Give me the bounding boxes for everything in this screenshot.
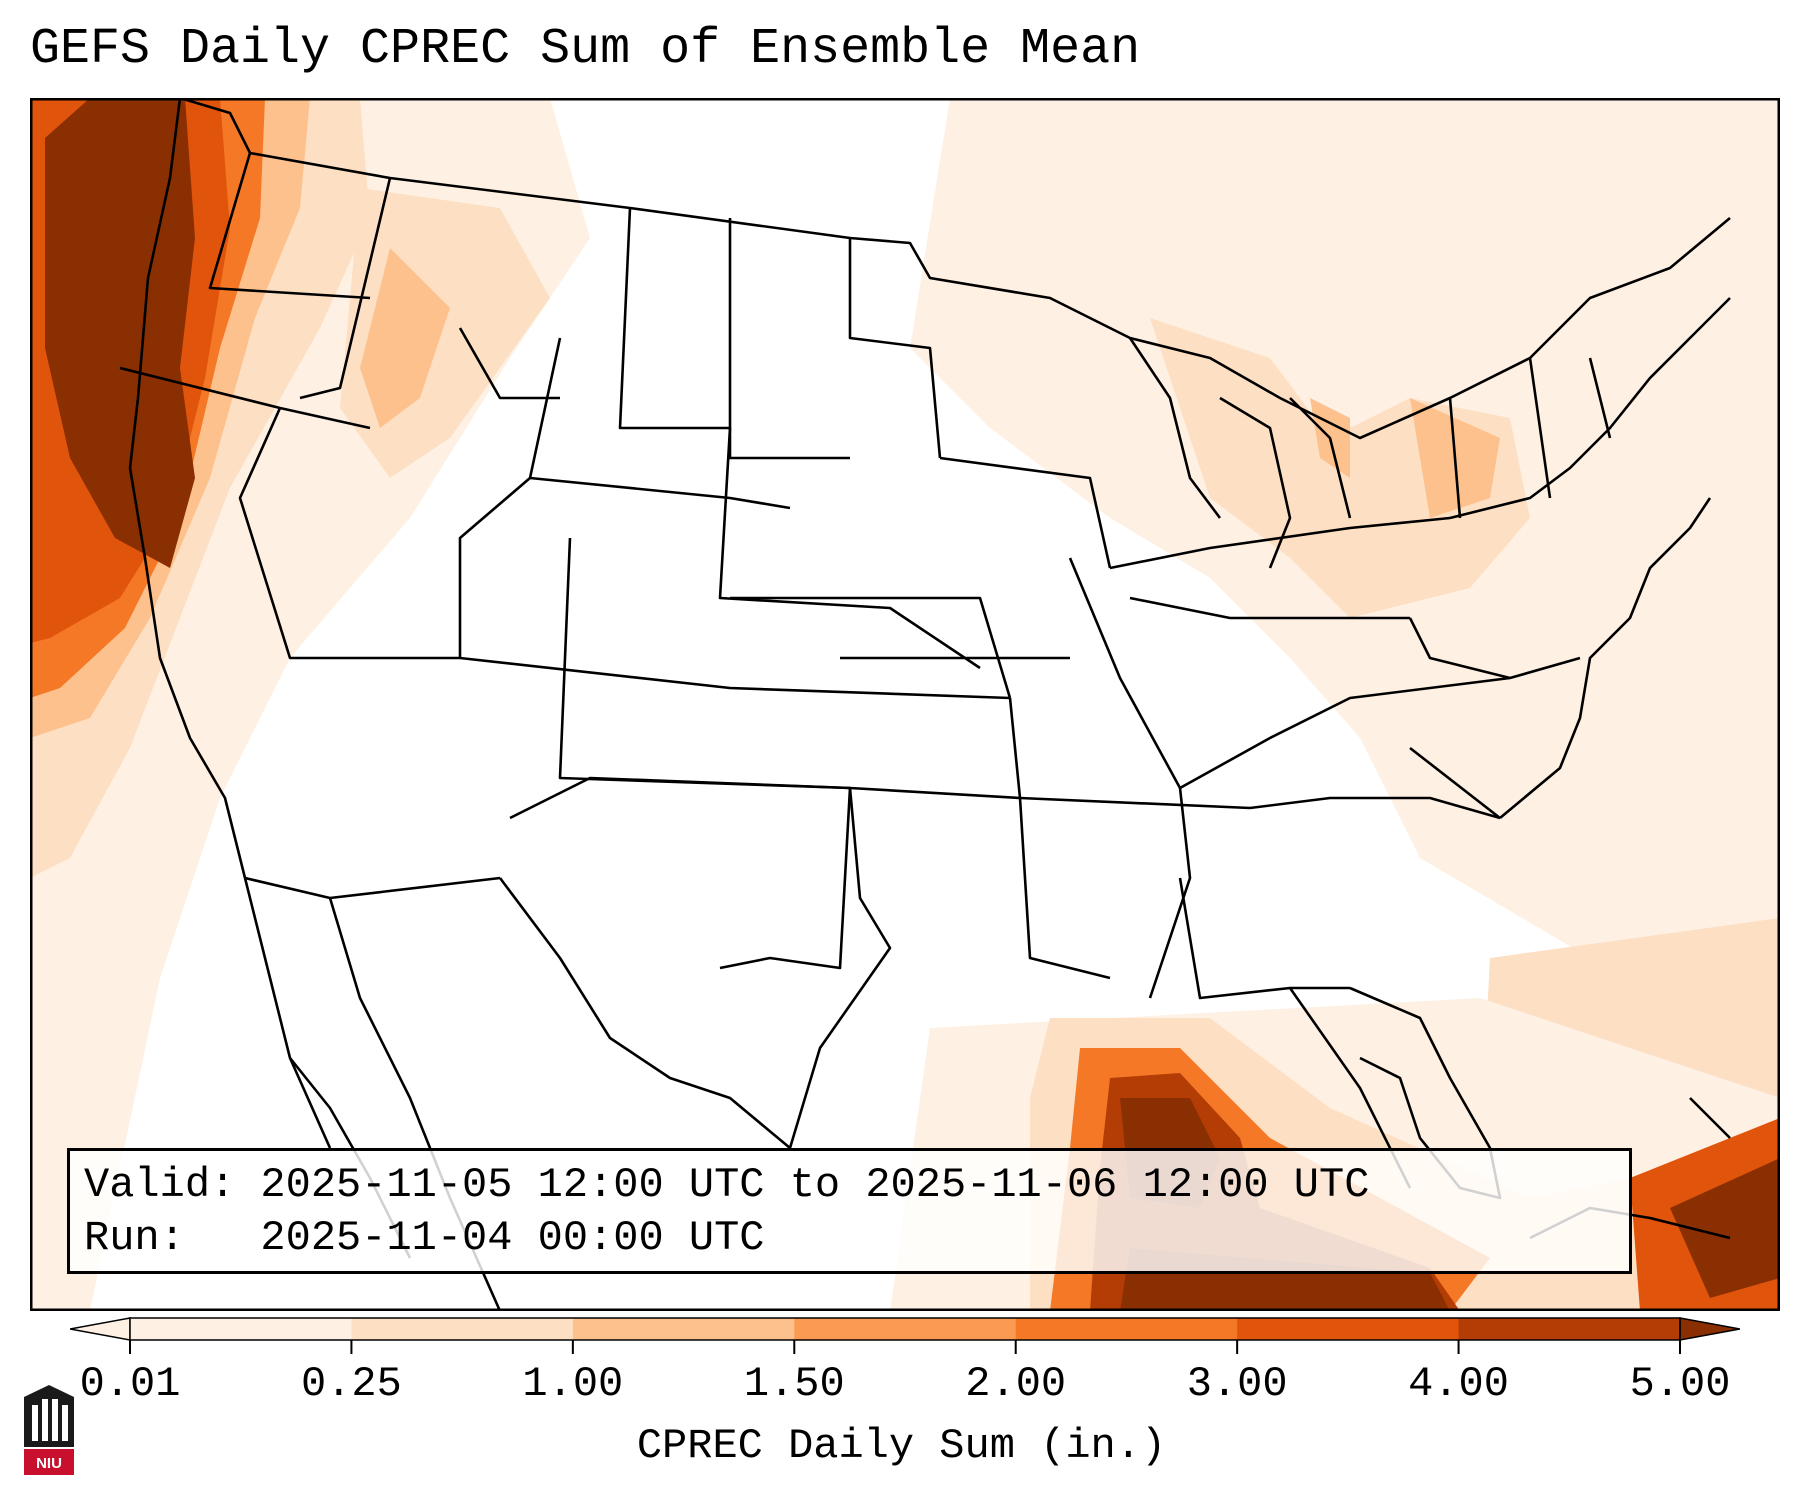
colorbar-segment (1015, 1318, 1238, 1340)
boundary-line (618, 207, 730, 430)
map-title: GEFS Daily CPREC Sum of Ensemble Mean (30, 21, 1141, 78)
boundary-line (1148, 787, 1192, 999)
colorbar-tick-label: 2.00 (965, 1360, 1067, 1408)
logo-tower (32, 1405, 38, 1441)
colorbar (70, 1317, 1740, 1354)
boundary-line (238, 407, 460, 660)
colorbar-extend-high (1679, 1317, 1740, 1341)
colorbar-segment (351, 1318, 574, 1340)
logo-tower (52, 1399, 58, 1441)
boundary-line (1289, 397, 1352, 519)
boundary-line (1219, 396, 1292, 569)
colorbar-tick-label: 3.00 (1186, 1360, 1288, 1408)
boundary-line (1179, 656, 1581, 790)
boundary-line (939, 456, 1112, 569)
boundary-line (128, 98, 332, 1149)
boundary-line (1018, 797, 1111, 980)
boundary-line (1068, 557, 1182, 789)
boundary-line (1528, 357, 1552, 499)
boundary-line (730, 596, 1012, 699)
boundary-line (1689, 1097, 1731, 1139)
colorbar-segment (794, 1318, 1017, 1340)
idaho-medium-precip-area (360, 248, 450, 428)
logo-text: NIU (36, 1455, 62, 1472)
boundary-line (1129, 596, 1410, 620)
colorbar-segment (1458, 1318, 1681, 1340)
colorbar-extend-low (70, 1317, 131, 1341)
boundary-line (848, 238, 942, 459)
boundary-line (1449, 297, 1731, 520)
boundary-line (1109, 516, 1451, 570)
colorbar-tick-label: 5.00 (1629, 1360, 1731, 1408)
colorbar-segment (1237, 1318, 1460, 1340)
boundary-line (1128, 337, 1222, 519)
boundary-line (459, 656, 1011, 700)
boundary-line (179, 98, 1731, 440)
boundary-line (718, 427, 981, 670)
colorbar-tick-label: 0.25 (301, 1360, 402, 1408)
colorbar-segment (572, 1318, 795, 1340)
boundary-line (1008, 697, 1022, 799)
boundary-line (719, 787, 852, 970)
boundary-line (458, 337, 562, 658)
colorbar-tick-label: 1.00 (522, 1360, 624, 1408)
boundary-line (458, 327, 560, 400)
boundary-line (1019, 796, 1251, 810)
colorbar-label: CPREC Daily Sum (in.) (636, 1422, 1167, 1470)
boundary-line (1178, 877, 1350, 1000)
boundary-line (1408, 617, 1511, 680)
colorbar-tick-label: 1.50 (743, 1360, 845, 1408)
valid-time-box: Valid: 2025-11-05 12:00 UTC to 2025-11-0… (67, 1148, 1632, 1274)
valid-line: Valid: 2025-11-05 12:00 UTC to 2025-11-0… (84, 1161, 1370, 1209)
colorbar-tick-label: 0.01 (79, 1360, 181, 1408)
boundary-line (1409, 746, 1501, 820)
boundary-line (1499, 497, 1712, 819)
boundary-line (498, 776, 892, 1150)
boundary-line (1448, 397, 1462, 519)
boundary-line (1249, 796, 1501, 820)
niu-logo-icon: NIU (24, 1385, 74, 1475)
boundary-line (299, 177, 392, 400)
colorbar-segment (130, 1318, 352, 1340)
colorbar-tick-label: 4.00 (1408, 1360, 1509, 1408)
boundary-line (208, 152, 371, 300)
colorbar-outline (129, 1317, 1681, 1341)
nw-extreme-precip-area (45, 98, 195, 568)
map-frame (30, 98, 1780, 1311)
run-line: Run: 2025-11-04 00:00 UTC (84, 1214, 765, 1262)
boundary-line (728, 218, 850, 460)
precipitation-map (30, 98, 1780, 1311)
boundary-line (529, 476, 791, 510)
logo-tower (62, 1405, 68, 1441)
caribbean-extreme-precip-area (1670, 1158, 1780, 1298)
boundary-line (1588, 357, 1612, 439)
logo-tower (42, 1399, 48, 1441)
